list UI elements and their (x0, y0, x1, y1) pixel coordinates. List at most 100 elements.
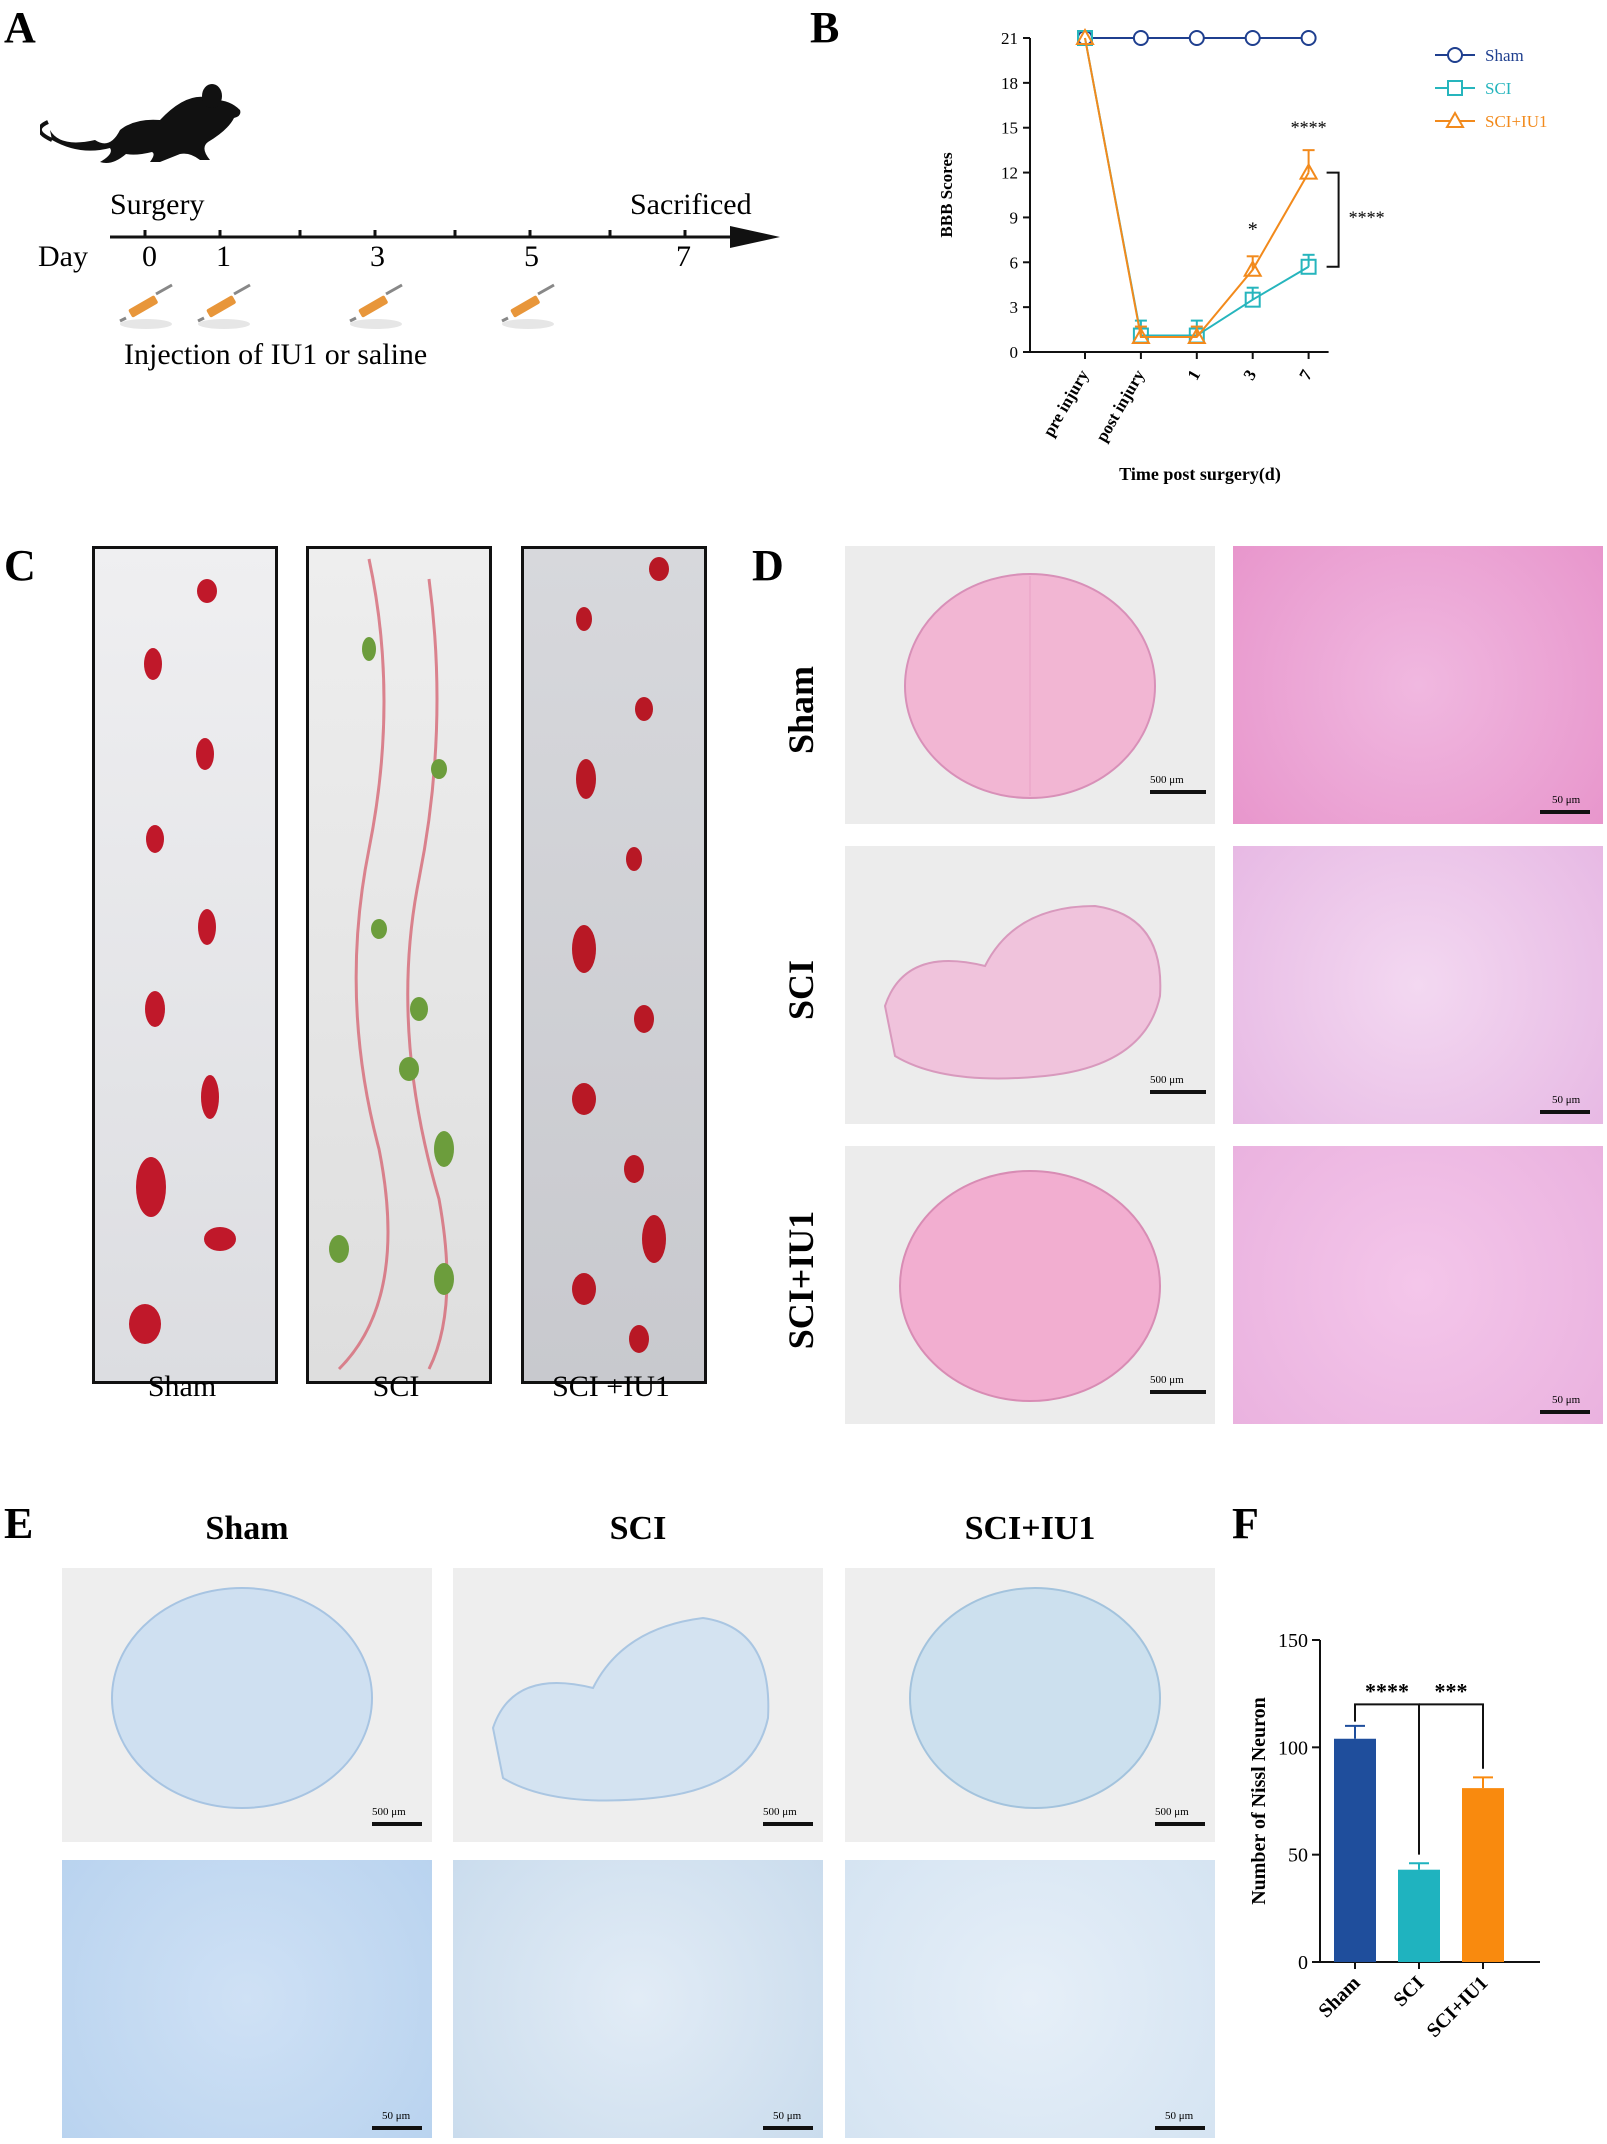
injection-label: Injection of IU1 or saline (124, 338, 428, 371)
he-lowmag-sci (845, 846, 1215, 1124)
series-line (1084, 37, 1310, 339)
y-tick-label: 3 (1010, 298, 1019, 317)
bar (1334, 1738, 1376, 1962)
legend-marker (1447, 47, 1463, 63)
panel-label-f: F (1232, 1499, 1259, 1548)
panel-label-d: D (752, 541, 784, 590)
nissl-lowmag-sci (453, 1568, 823, 1842)
syringe-icon (501, 283, 555, 329)
day-label: Day (38, 240, 88, 273)
syringe-icon (119, 283, 173, 329)
y-tick-label: 0 (1298, 1952, 1308, 1974)
scale-label: 50 μm (773, 2110, 802, 2122)
timeline-axis (110, 226, 780, 248)
scale-bar (372, 2126, 422, 2130)
bar (1398, 1869, 1440, 1962)
footprint-label-sci-iu1: SCI +IU1 (552, 1370, 670, 1403)
significance-mark: **** (1365, 1678, 1409, 1703)
he-row-label-sham: Sham (781, 665, 821, 755)
y-tick-label: 150 (1278, 1630, 1308, 1652)
scale-label: 500 μm (1155, 1806, 1189, 1818)
data-point (1300, 258, 1317, 275)
significance-mark: **** (1291, 118, 1327, 138)
sacrificed-label: Sacrificed (630, 188, 752, 221)
scale-bar (1540, 810, 1590, 814)
footprint-image-sham (92, 546, 278, 1384)
x-tick-label: post injury (1092, 366, 1149, 445)
data-point (1187, 327, 1207, 345)
scale-label: 500 μm (372, 1806, 406, 1818)
y-tick-label: 21 (1001, 29, 1018, 48)
scale-bar (1150, 1090, 1206, 1094)
bar (1462, 1788, 1504, 1962)
y-axis-label: BBB Scores (937, 152, 956, 238)
scale-label: 50 μm (1552, 1094, 1581, 1106)
panel-label-e: E (4, 1499, 34, 1548)
nissl-highmag-sham (62, 1860, 432, 2138)
legend-label: SCI+IU1 (1485, 112, 1547, 131)
footprint-image-sci-iu1 (521, 546, 707, 1384)
x-tick-label: 3 (1239, 367, 1260, 384)
y-tick-label: 12 (1001, 164, 1018, 183)
footprint-image-sci (306, 546, 492, 1384)
x-tick-label: SCI+IU1 (1423, 1972, 1493, 2042)
scale-label: 500 μm (1150, 1374, 1184, 1386)
bbb-line-chart: 0 3 6 9 12 15 18 21 pre injury post injury 1 3 7 BBB … (937, 27, 1547, 485)
panel-label-c: C (4, 541, 36, 590)
he-lowmag-sham (845, 546, 1215, 824)
y-tick-label: 15 (1001, 119, 1018, 138)
data-point (1244, 30, 1261, 46)
rat-silhouette-icon (40, 84, 241, 163)
he-highmag-sci-iu1 (1233, 1146, 1603, 1424)
he-row-label-sci-iu1: SCI+IU1 (781, 1210, 821, 1350)
legend-label: Sham (1485, 46, 1524, 65)
nissl-lowmag-sci-iu1 (845, 1568, 1215, 1842)
significance-mark: * (1248, 218, 1258, 240)
nissl-highmag-sci-iu1 (845, 1860, 1215, 2138)
data-point (1298, 162, 1319, 180)
day-7: 7 (676, 240, 691, 273)
scale-label: 50 μm (1552, 1394, 1581, 1406)
scale-bar (1150, 1390, 1206, 1394)
significance-mark: **** (1349, 207, 1385, 227)
series-line (1084, 37, 1310, 337)
scale-bar (1155, 2126, 1205, 2130)
day-0: 0 (142, 240, 157, 273)
panel-label-a: A (4, 3, 36, 52)
significance-bracket (1354, 1703, 1420, 1855)
x-tick-label: 7 (1295, 366, 1316, 383)
scale-bar (1540, 1410, 1590, 1414)
footprint-label-sci: SCI (372, 1370, 420, 1403)
scale-label: 50 μm (1552, 794, 1581, 806)
data-point (1132, 30, 1149, 46)
syringe-icon (349, 283, 403, 329)
x-tick-label: Sham (1314, 1972, 1364, 2022)
day-3: 3 (370, 240, 385, 273)
scale-bar (763, 2126, 813, 2130)
significance-bracket (1326, 171, 1340, 268)
y-axis-label: Number of Nissl Neuron (1248, 1697, 1270, 1905)
nissl-col-label-sci-iu1: SCI+IU1 (964, 1510, 1096, 1547)
y-tick-label: 100 (1278, 1737, 1308, 1759)
x-tick-label: SCI (1389, 1972, 1428, 2011)
y-tick-label: 9 (1010, 208, 1019, 227)
data-point (1075, 27, 1095, 45)
data-point (1131, 327, 1151, 345)
footprint-label-sham: Sham (147, 1370, 217, 1403)
x-tick-label: 1 (1184, 367, 1205, 384)
nissl-bar-chart: 0 50 100 150 Number of Nissl Neuron Sham SCISC… (1248, 1630, 1540, 2042)
scale-label: 500 μm (1150, 1074, 1184, 1086)
syringe-icon (197, 283, 251, 329)
nissl-lowmag-sham (62, 1568, 432, 1842)
legend-label: SCI (1485, 79, 1512, 98)
y-tick-label: 18 (1001, 74, 1018, 93)
scale-label: 50 μm (382, 2110, 411, 2122)
scale-bar (763, 1822, 813, 1826)
nissl-highmag-sci (453, 1860, 823, 2138)
he-highmag-sham (1233, 546, 1603, 824)
nissl-col-label-sham: Sham (205, 1510, 289, 1547)
he-highmag-sci (1233, 846, 1603, 1124)
scale-bar (1155, 1822, 1205, 1826)
x-axis-label: Time post surgery(d) (1119, 464, 1281, 485)
he-lowmag-sci-iu1 (845, 1146, 1215, 1424)
